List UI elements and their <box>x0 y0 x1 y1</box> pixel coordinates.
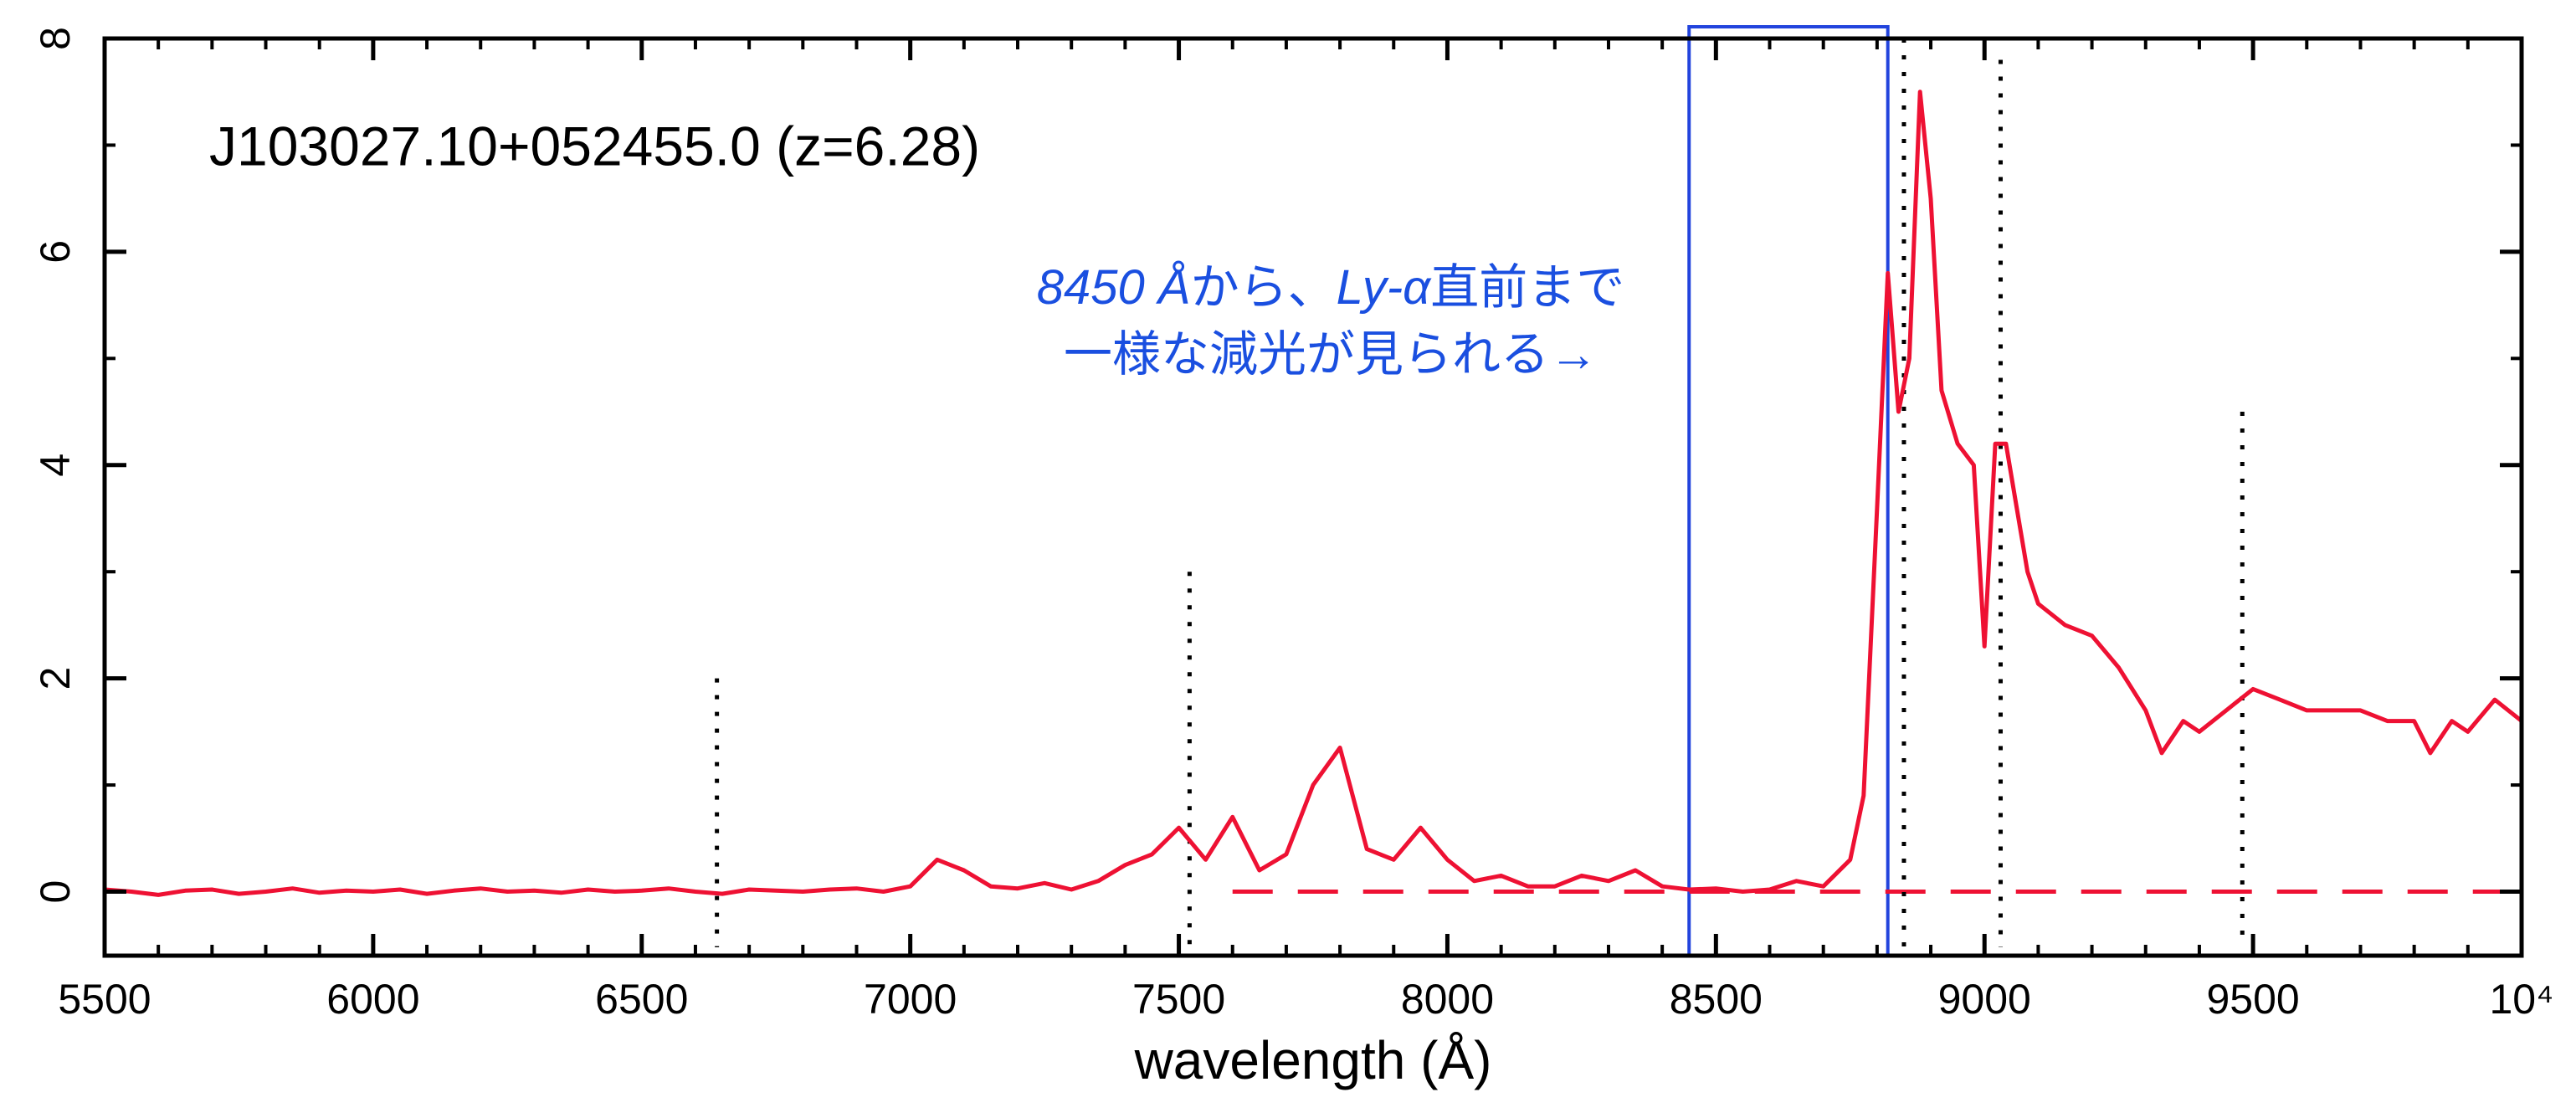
annotation-part: 直前まで <box>1430 260 1624 315</box>
annotation: 一様な減光が見られる→ <box>1064 327 1598 382</box>
spectrum-line <box>104 90 2523 897</box>
annotation-part: 一様な減光が見られる→ <box>1064 327 1598 382</box>
x-tick-label: 10⁴ <box>2489 976 2553 1023</box>
x-tick-label: 5500 <box>58 976 151 1023</box>
annotation-part: 8450 Å <box>1037 260 1191 315</box>
x-axis-label: wavelength (Å) <box>1134 1030 1492 1090</box>
x-tick-label: 7500 <box>1132 976 1225 1023</box>
y-tick-label: 2 <box>32 667 79 690</box>
spectrum-label: J103027.10+052455.0 (z=6.28) <box>209 115 980 177</box>
x-tick-label: 6000 <box>326 976 419 1023</box>
y-tick-label: 0 <box>32 880 79 904</box>
annotation-part: Ly-α <box>1337 260 1433 315</box>
x-tick-label: 9500 <box>2206 976 2299 1023</box>
x-tick-label: 7000 <box>864 976 957 1023</box>
x-tick-label: 8500 <box>1670 976 1763 1023</box>
y-tick-label: 6 <box>32 240 79 264</box>
x-tick-label: 6500 <box>595 976 688 1023</box>
x-tick-label: 8000 <box>1401 976 1494 1023</box>
annotation: 8450 Åから、Ly-α直前まで <box>1037 260 1624 315</box>
annotation-part: から、 <box>1191 260 1337 315</box>
plot-frame <box>102 36 2524 958</box>
y-tick-label: 8 <box>32 27 79 50</box>
x-tick-label: 9000 <box>1938 976 2031 1023</box>
y-tick-label: 4 <box>32 454 79 477</box>
